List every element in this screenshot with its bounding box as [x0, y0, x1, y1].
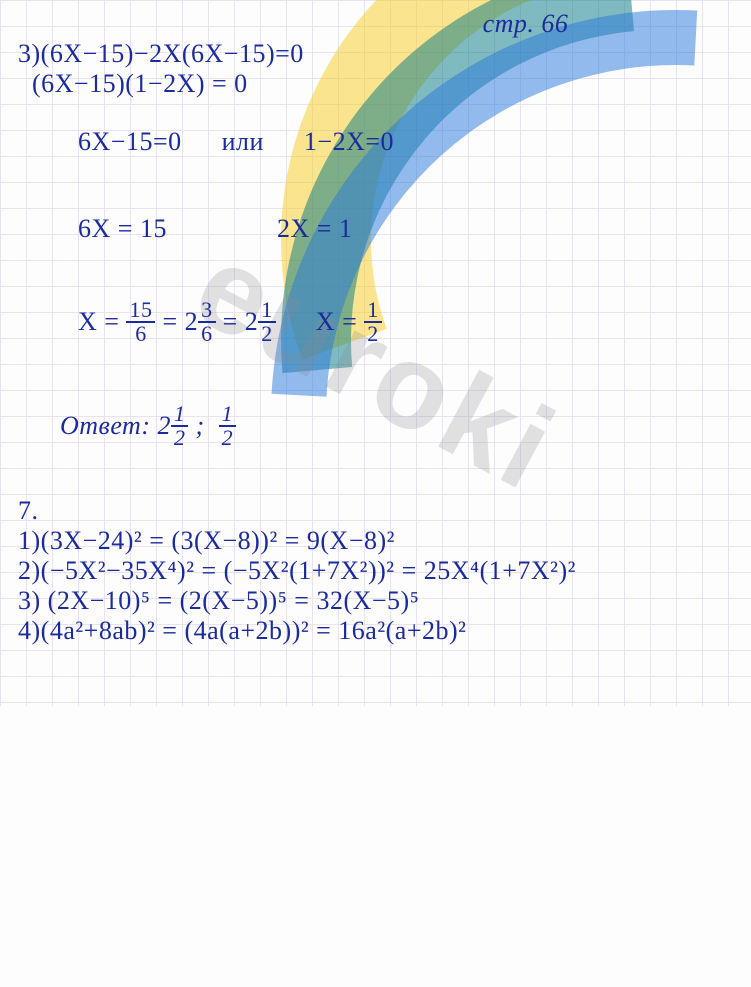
answer-sep: ;	[188, 411, 218, 440]
p7-line1: 1)(3X−24)² = (3(X−8))² = 9(X−8)²	[18, 527, 733, 555]
p3-l5a-mid2: = 2	[216, 307, 259, 336]
fraction-1-2a: 12	[258, 299, 276, 345]
p3-l4-right: 2X = 1	[277, 214, 352, 243]
fraction-ans-1-2a: 12	[171, 403, 189, 449]
p3-line1: 3)(6X−15)−2X(6X−15)=0	[18, 40, 733, 68]
p3-l5a-mid1: = 2	[155, 307, 198, 336]
answer-int: 2	[157, 411, 171, 440]
fraction-1-2b: 12	[364, 299, 382, 345]
p3-l5b-pre: X =	[316, 307, 364, 336]
fraction-15-6: 156	[126, 299, 155, 345]
p7-line4: 4)(4a²+8ab)² = (4a(a+2b))² = 16a²(a+2b)²	[18, 617, 733, 645]
p3-l3-or: или	[222, 127, 264, 156]
p3-l4-left: 6X = 15	[78, 214, 167, 243]
answer-label: Ответ:	[60, 411, 157, 440]
p3-line4: 6X = 15 2X = 1	[50, 186, 733, 270]
p7-line2: 2)(−5X²−35X⁴)² = (−5X²(1+7X²))² = 25X⁴(1…	[18, 557, 733, 585]
fraction-3-6: 36	[198, 299, 216, 345]
fraction-ans-1-2b: 12	[219, 403, 237, 449]
p3-answer: Ответ: 212 ; 12	[32, 377, 733, 479]
p3-l3-left: 6X−15=0	[78, 127, 182, 156]
p7-line3: 3) (2X−10)⁵ = (2(X−5))⁵ = 32(X−5)⁵	[18, 587, 733, 615]
p3-l5a-pre: X =	[78, 307, 126, 336]
p3-line3: 6X−15=0 или 1−2X=0	[50, 100, 733, 184]
p3-line2: (6X−15)(1−2X) = 0	[32, 70, 733, 98]
handwritten-content: стр. 66 3)(6X−15)−2X(6X−15)=0 (6X−15)(1−…	[0, 0, 751, 706]
p3-line5: X = 156 = 236 = 212X = 12	[50, 273, 733, 375]
p3-l3-right: 1−2X=0	[304, 127, 394, 156]
p7-header: 7.	[18, 497, 733, 525]
page-reference: стр. 66	[318, 10, 733, 38]
